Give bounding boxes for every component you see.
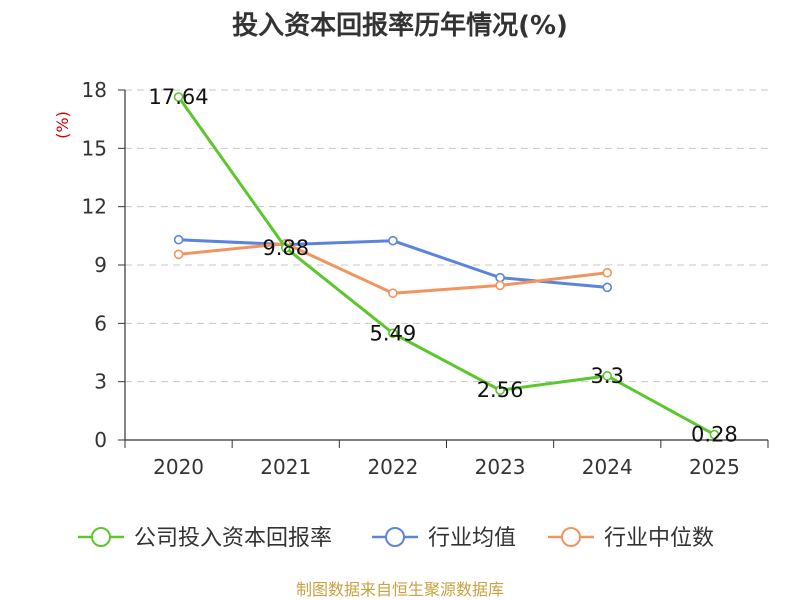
data-point[interactable] [388,288,398,298]
legend-item-0[interactable]: 公司投入资本回报率 [78,526,332,551]
data-point[interactable] [280,243,291,253]
data-point[interactable] [388,328,398,339]
data-labels: 17.64 9.88 5.49 2.56 3.3 0.28 [149,85,738,447]
data-point[interactable] [173,249,184,260]
y-tick-label: 15 [82,136,107,160]
y-tick-label: 9 [94,253,107,277]
axes: 0 3 6 9 12 15 18 2020 2021 2022 2023 2024 2025 [82,78,769,479]
legend-swatch-marker [385,527,405,547]
legend[interactable]: 公司投入资本回报率 行业均值 行业中位数 [78,526,714,551]
data-source-note: 制图数据来自恒生聚源数据库 [296,580,504,599]
series-line-0 [177,96,716,436]
y-axis-label: (%) [53,111,72,139]
data-point[interactable] [495,385,505,396]
series-lines [173,92,720,440]
data-label: 2.56 [477,378,524,402]
data-point[interactable] [709,429,720,440]
x-tick-label: 2020 [153,455,204,479]
data-point[interactable] [173,92,184,102]
series-line-2 [178,242,608,295]
x-tick-label: 2025 [689,455,740,479]
x-tick-label: 2022 [367,455,418,479]
chart-title: 投入资本回报率历年情况(%) [232,10,568,41]
y-tick-label: 18 [82,78,107,102]
data-point[interactable] [495,280,505,291]
data-label: 0.28 [691,423,738,447]
data-point[interactable] [173,234,184,245]
y-tick-label: 12 [82,195,107,219]
data-point[interactable] [602,371,613,381]
data-point[interactable] [602,282,613,293]
data-point[interactable] [602,267,613,278]
legend-label: 行业中位数 [604,526,714,551]
data-label: 17.64 [149,85,209,109]
data-label: 3.3 [591,364,624,388]
legend-swatch-marker [91,527,111,547]
legend-item-2[interactable]: 行业中位数 [548,526,714,551]
x-tick-label: 2024 [582,455,633,479]
data-label: 5.49 [370,321,417,345]
y-tick-label: 6 [94,311,107,335]
legend-label: 公司投入资本回报率 [134,526,332,551]
y-tick-label: 0 [94,428,107,452]
legend-item-1[interactable]: 行业均值 [372,526,516,551]
data-point[interactable] [495,272,505,283]
y-tick-label: 3 [94,370,107,394]
data-point[interactable] [388,235,398,246]
legend-swatch-marker [561,527,581,547]
data-label: 9.88 [262,236,309,260]
x-tick-label: 2023 [475,455,526,479]
x-tick-label: 2021 [260,455,311,479]
legend-label: 行业均值 [428,526,516,551]
gridlines [125,89,768,383]
